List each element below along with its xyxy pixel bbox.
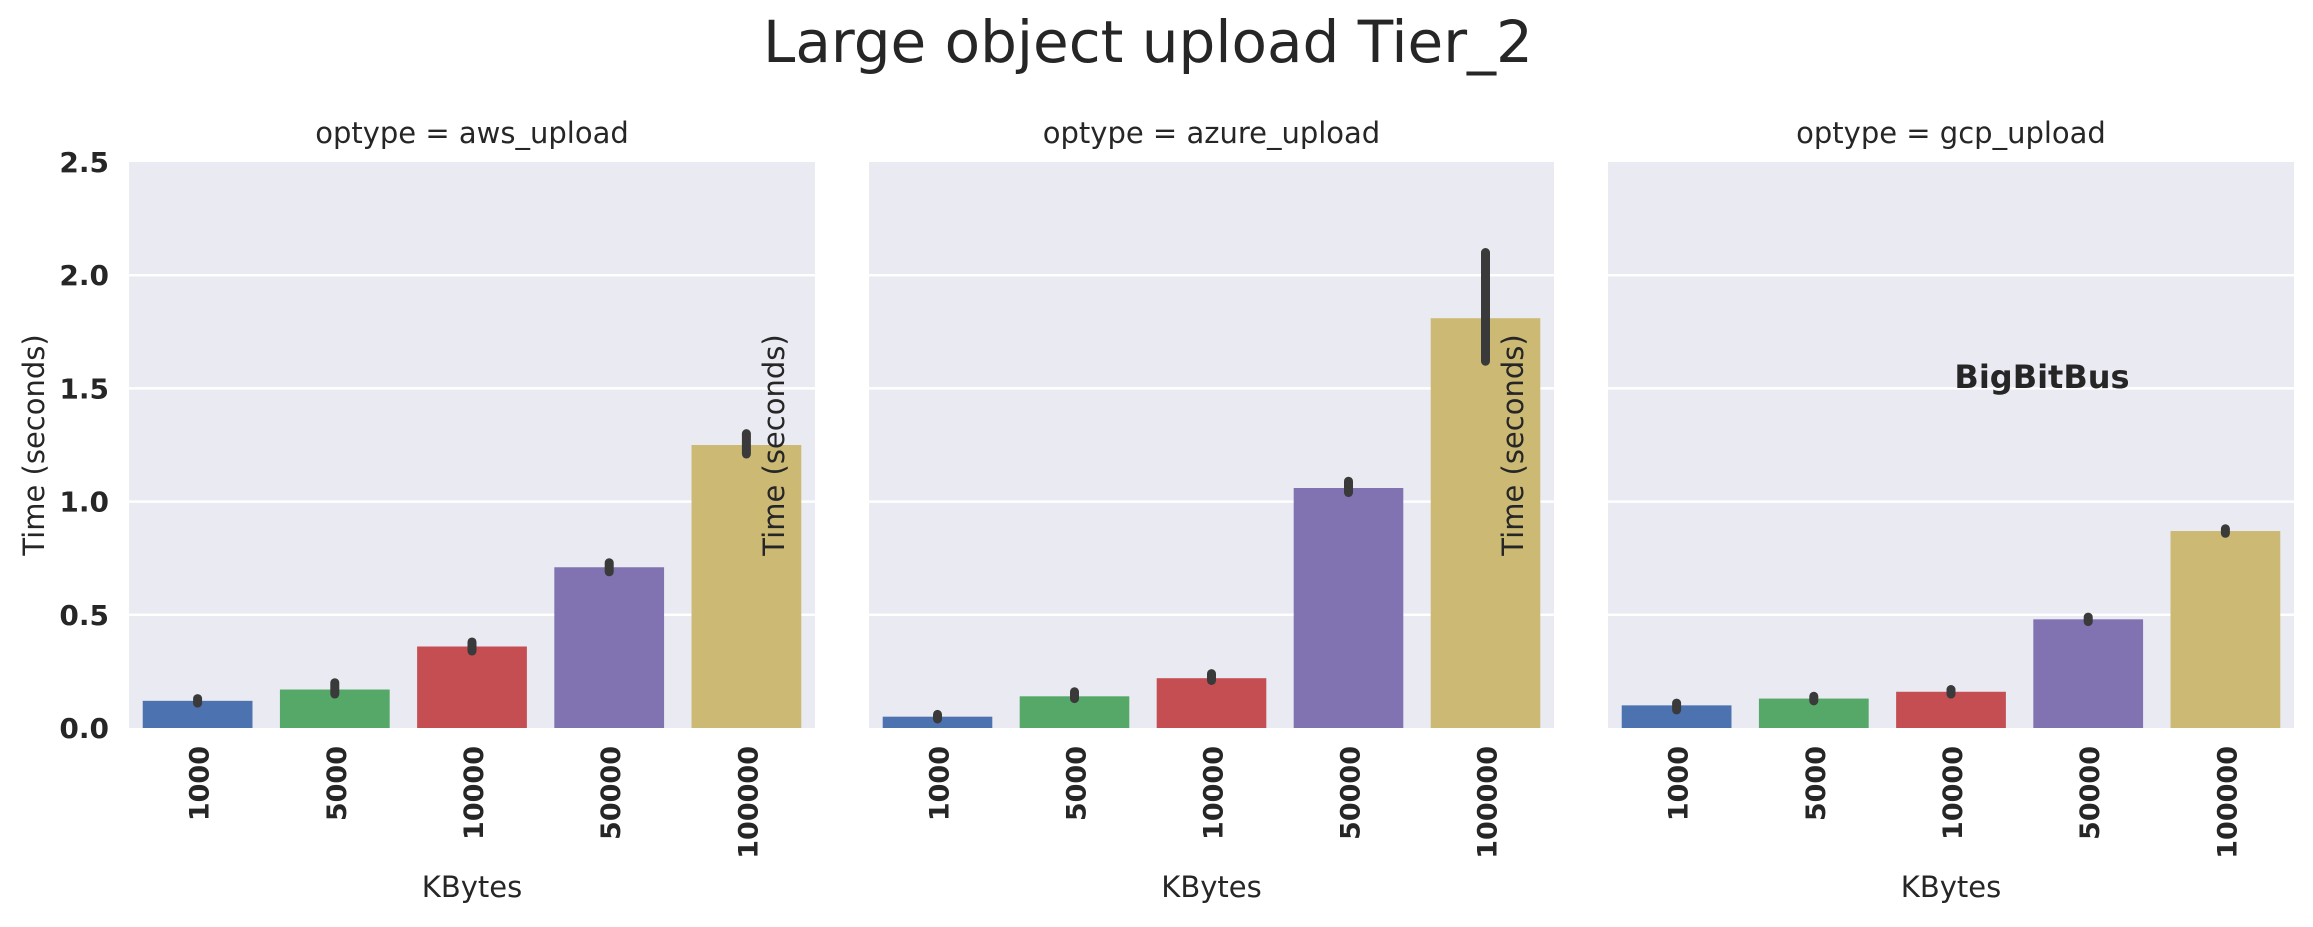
figure-title: Large object upload Tier_2	[763, 8, 1533, 76]
y-tick-label: 0.0	[59, 712, 109, 745]
y-tick-label: 1.0	[59, 486, 109, 519]
x-tick-label: 100000	[733, 746, 764, 859]
x-tick-label: 5000	[322, 746, 353, 821]
panel-0: 1000 5000 10000 50000 100000 optype = aws_upl…	[17, 116, 815, 904]
panels: 1000 5000 10000 50000 100000 optype = aws_upl…	[17, 116, 2294, 904]
x-tick-label: 50000	[596, 746, 627, 840]
x-tick-label: 1000	[1664, 746, 1695, 821]
x-tick-label: 100000	[2212, 746, 2243, 859]
x-tick-label: 10000	[1938, 746, 1969, 840]
x-tick-label: 1000	[185, 746, 216, 821]
x-tick-label: 10000	[459, 746, 490, 840]
x-tick-label: 50000	[1336, 746, 1367, 840]
bar	[2170, 531, 2281, 728]
bar	[1293, 488, 1404, 728]
bar	[417, 646, 527, 728]
panel-2: 1000 5000 10000 50000 100000 optype = gcp_upl…	[1496, 116, 2294, 904]
bar	[1156, 678, 1267, 728]
x-tick-label: 5000	[1062, 746, 1093, 821]
x-tick-label: 10000	[1199, 746, 1230, 840]
watermark-text: BigBitBus	[1954, 358, 2129, 396]
bar	[691, 445, 802, 728]
panel-title: optype = azure_upload	[1043, 116, 1380, 150]
y-tick-label: 1.5	[59, 372, 109, 405]
panel-title: optype = aws_upload	[315, 116, 629, 150]
x-tick-label: 1000	[925, 746, 956, 821]
x-axis-label: KBytes	[1161, 870, 1261, 904]
y-tick-label: 2.0	[59, 259, 109, 292]
panel-1: 1000 5000 10000 50000 100000 optype = azure_u…	[757, 116, 1554, 904]
y-axis-label: Time (seconds)	[1496, 334, 1530, 556]
y-tick-label: 2.5	[59, 146, 109, 179]
y-axis-label: Time (seconds)	[17, 334, 51, 556]
bar	[2033, 619, 2144, 728]
bar	[1430, 318, 1541, 728]
x-tick-label: 5000	[1801, 746, 1832, 821]
x-axis-label: KBytes	[1901, 870, 2001, 904]
x-tick-label: 50000	[2075, 746, 2106, 840]
bar	[554, 567, 665, 728]
bar	[1621, 705, 1732, 728]
x-axis-label: KBytes	[422, 870, 522, 904]
y-axis-label: Time (seconds)	[757, 334, 791, 556]
y-tick-label: 0.5	[59, 599, 109, 632]
x-tick-label: 100000	[1473, 746, 1504, 859]
panel-title: optype = gcp_upload	[1796, 116, 2106, 150]
